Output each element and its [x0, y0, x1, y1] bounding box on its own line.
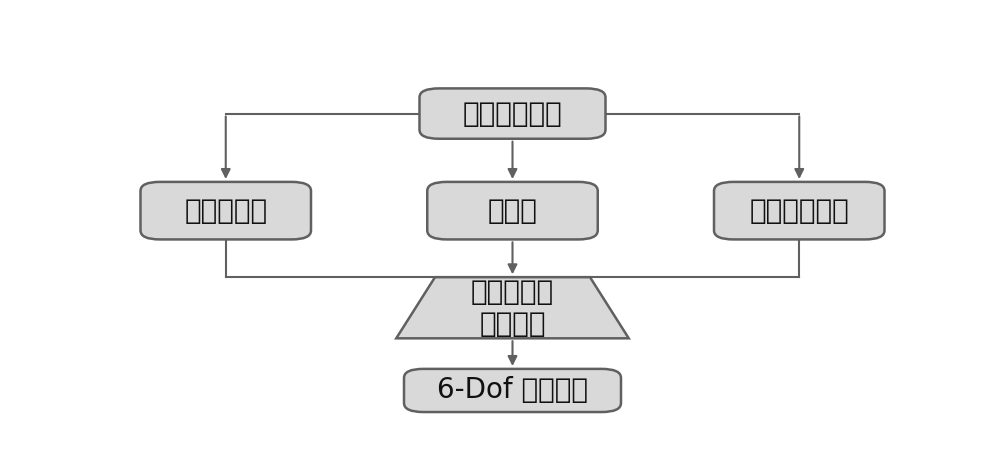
- FancyBboxPatch shape: [714, 182, 885, 240]
- Text: 鸟瞰图: 鸟瞰图: [488, 197, 537, 225]
- Text: 全景柱面图: 全景柱面图: [184, 197, 267, 225]
- Text: 三维激光点云: 三维激光点云: [463, 99, 562, 127]
- Text: 6-Dof 相对位姿: 6-Dof 相对位姿: [437, 376, 588, 404]
- FancyBboxPatch shape: [420, 88, 606, 139]
- Polygon shape: [396, 277, 629, 338]
- FancyBboxPatch shape: [427, 182, 598, 240]
- Text: 多视角位姿
预测网络: 多视角位姿 预测网络: [471, 277, 554, 338]
- FancyBboxPatch shape: [140, 182, 311, 240]
- Text: 多视角分割图: 多视角分割图: [749, 197, 849, 225]
- FancyBboxPatch shape: [404, 369, 621, 412]
